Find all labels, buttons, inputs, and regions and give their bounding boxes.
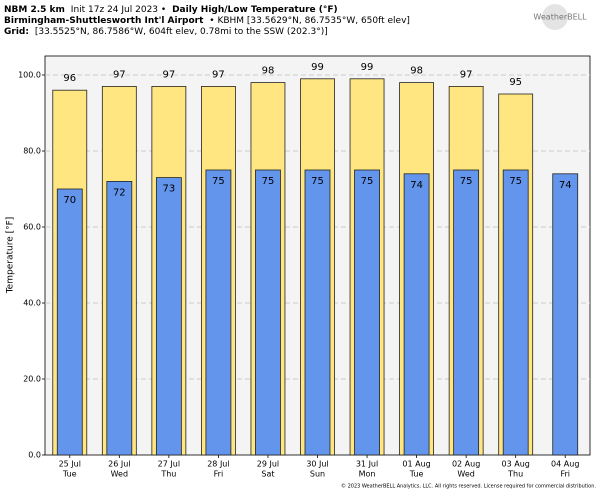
header-line-3: Grid: [33.5525°N, 86.7586°W, 604ft elev,… bbox=[4, 27, 328, 37]
station: Birmingham-Shuttlesworth Int'l Airport bbox=[4, 16, 204, 26]
x-tick-sublabel: Thu bbox=[507, 470, 523, 479]
y-tick-label: 80.0 bbox=[23, 147, 41, 156]
value-label: 70 bbox=[63, 195, 76, 206]
value-label: 99 bbox=[311, 62, 324, 73]
y-tick-label: 100.0 bbox=[18, 71, 41, 80]
x-tick-label: 31 Jul bbox=[356, 460, 378, 469]
footer: © 2023 WeatherBELL Analytics, LLC. All r… bbox=[341, 483, 596, 490]
bar bbox=[354, 169, 380, 456]
value-label: 75 bbox=[361, 176, 374, 187]
value-label: 97 bbox=[113, 69, 126, 80]
value-label: 98 bbox=[410, 66, 423, 77]
value-label: 96 bbox=[63, 73, 76, 84]
x-tick-sublabel: Fri bbox=[214, 470, 224, 479]
logo-icon bbox=[542, 4, 568, 30]
grid-info: [33.5525°N, 86.7586°W, 604ft elev, 0.78m… bbox=[35, 27, 328, 37]
header-line-2: Birmingham-Shuttlesworth Int'l Airport •… bbox=[4, 16, 410, 26]
y-tick-label: 20.0 bbox=[23, 375, 41, 384]
value-label: 73 bbox=[162, 184, 175, 195]
logo: WeatherBELL bbox=[533, 13, 587, 22]
header-line-1: NBM 2.5 km Init 17z 24 Jul 2023 • Daily … bbox=[4, 5, 338, 15]
model: NBM 2.5 km bbox=[4, 5, 65, 15]
x-tick-sublabel: Tue bbox=[62, 470, 77, 479]
y-tick-label: 60.0 bbox=[23, 223, 41, 232]
bar bbox=[502, 169, 529, 456]
x-tick-sublabel: Thu bbox=[160, 470, 176, 479]
grid-label: Grid: bbox=[4, 27, 29, 37]
x-tick-label: 26 Jul bbox=[108, 460, 130, 469]
value-label: 75 bbox=[262, 176, 275, 187]
y-axis-label: Temperature [°F] bbox=[6, 217, 16, 295]
bar bbox=[205, 169, 232, 456]
bar bbox=[106, 180, 133, 456]
x-tick-label: 03 Aug bbox=[502, 460, 530, 469]
x-tick-sublabel: Sat bbox=[261, 470, 274, 479]
value-label: 75 bbox=[311, 176, 324, 187]
station-info: • KBHM [33.5629°N, 86.7535°W, 650ft elev… bbox=[209, 16, 410, 26]
y-tick-label: 40.0 bbox=[23, 299, 41, 308]
value-label: 74 bbox=[410, 180, 423, 191]
bar bbox=[255, 169, 281, 456]
value-label: 74 bbox=[559, 180, 572, 191]
value-label: 75 bbox=[212, 176, 225, 187]
bar bbox=[552, 173, 579, 456]
bar bbox=[403, 173, 430, 456]
x-tick-label: 28 Jul bbox=[207, 460, 229, 469]
bar bbox=[155, 177, 182, 456]
y-tick-label: 0.0 bbox=[28, 451, 41, 460]
bar bbox=[56, 188, 83, 456]
value-label: 98 bbox=[262, 66, 275, 77]
x-tick-label: 30 Jul bbox=[306, 460, 328, 469]
x-tick-sublabel: Tue bbox=[409, 470, 424, 479]
x-tick-label: 25 Jul bbox=[59, 460, 81, 469]
value-label: 95 bbox=[509, 77, 522, 88]
value-label: 72 bbox=[113, 187, 126, 198]
x-tick-label: 27 Jul bbox=[158, 460, 180, 469]
x-tick-sublabel: Fri bbox=[560, 470, 570, 479]
x-tick-sublabel: Wed bbox=[457, 470, 474, 479]
x-tick-label: 04 Aug bbox=[551, 460, 579, 469]
bar bbox=[304, 169, 331, 456]
x-tick-sublabel: Sun bbox=[310, 470, 325, 479]
value-label: 75 bbox=[509, 176, 522, 187]
x-tick-label: 02 Aug bbox=[452, 460, 480, 469]
value-label: 97 bbox=[162, 69, 175, 80]
value-label: 97 bbox=[460, 69, 473, 80]
x-tick-sublabel: Mon bbox=[359, 470, 376, 479]
x-tick-sublabel: Wed bbox=[111, 470, 128, 479]
value-label: 99 bbox=[361, 62, 374, 73]
init: Init 17z 24 Jul 2023 • bbox=[71, 5, 166, 15]
value-label: 97 bbox=[212, 69, 225, 80]
value-label: 75 bbox=[460, 176, 473, 187]
x-tick-label: 29 Jul bbox=[257, 460, 279, 469]
x-tick-label: 01 Aug bbox=[402, 460, 430, 469]
bar bbox=[453, 169, 480, 456]
product: Daily High/Low Temperature (°F) bbox=[172, 5, 338, 15]
